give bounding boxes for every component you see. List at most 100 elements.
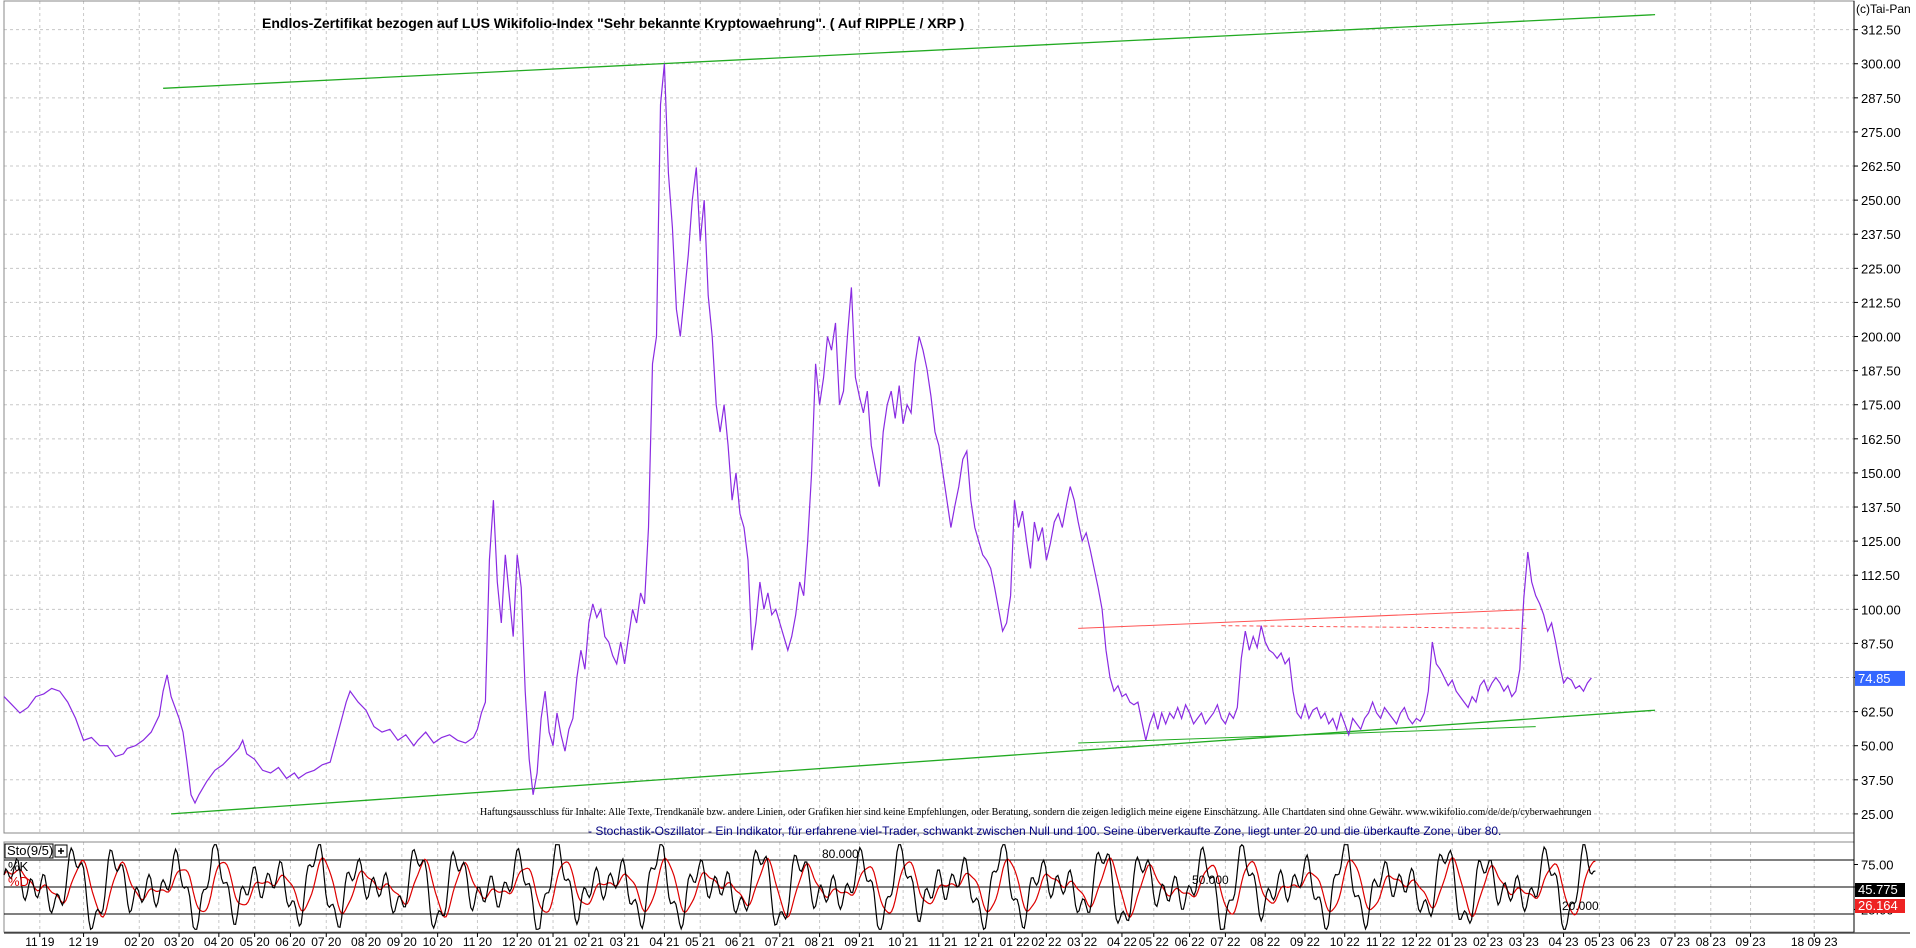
k-legend: %K <box>8 859 29 874</box>
trend-line <box>1078 608 1536 629</box>
oscillator-levels <box>4 859 1854 915</box>
x-tick-label: 11 22 <box>1366 935 1395 948</box>
x-tick-label: 12 20 <box>502 935 532 948</box>
oscillator-name: Sto(9/5) <box>7 843 53 858</box>
x-tick-label: 08 20 <box>351 935 381 948</box>
x-tick-label: 03 23 <box>1509 935 1539 948</box>
last-d-box <box>1855 899 1905 913</box>
x-tick-label: 07 21 <box>765 935 795 948</box>
x-tick-label: 06 22 <box>1175 935 1205 948</box>
last-value-box <box>1855 670 1905 686</box>
last-value-label: 74.85 <box>1858 671 1891 686</box>
x-tick-label: 01 21 <box>538 935 568 948</box>
x-tick-label: 12 22 <box>1401 935 1431 948</box>
x-tick-label: 03 21 <box>610 935 640 948</box>
last-k-marker: 45.775 <box>1855 882 1905 897</box>
last-d-marker: 26.164 <box>1855 898 1905 913</box>
x-tick-label: 10 22 <box>1330 935 1360 948</box>
x-tick-label: 05 21 <box>685 935 715 948</box>
price-series <box>3 63 1592 805</box>
x-tick-label: 09 22 <box>1290 935 1320 948</box>
x-tick-label: 10 21 <box>888 935 918 948</box>
trend-line <box>171 709 1656 815</box>
x-tick-label: 12 21 <box>964 935 994 948</box>
trend-line <box>1078 726 1536 744</box>
level-50-label: 50.000 <box>1192 873 1229 887</box>
copyright-text: (c)Tai-Pan <box>1856 2 1911 16</box>
x-tick-label: 02 21 <box>574 935 604 948</box>
main-y-tick-label: 225.00 <box>1861 261 1901 276</box>
x-tick-label: 09 21 <box>844 935 874 948</box>
x-tick-label: 07 20 <box>311 935 341 948</box>
oscillator-description: - Stochastik-Oszillator - Ein Indikator,… <box>588 824 1501 838</box>
main-y-tick-label: 100.00 <box>1861 602 1901 617</box>
main-y-tick-label: 300.00 <box>1861 57 1901 72</box>
oscillator-lines <box>3 843 1596 931</box>
level-20-label: 20.000 <box>1562 899 1599 913</box>
main-y-tick-label: 250.00 <box>1861 193 1901 208</box>
x-tick-label: 08 21 <box>805 935 835 948</box>
oscillator-legend: Sto(9/5) %K %D <box>4 843 68 889</box>
last-d-label: 26.164 <box>1858 898 1898 913</box>
d-legend: %D <box>8 874 29 889</box>
main-y-tick-label: 25.00 <box>1861 807 1894 822</box>
x-tick-label: 04 22 <box>1107 935 1137 948</box>
x-tick-label: 05 23 <box>1584 935 1614 948</box>
stoch-k-line <box>3 843 1596 931</box>
x-tick-label: 03 20 <box>164 935 194 948</box>
x-tick-label: 02 20 <box>124 935 154 948</box>
x-tick-label: 05 22 <box>1139 935 1169 948</box>
x-tick-label: 03 22 <box>1067 935 1097 948</box>
chart-title: Endlos-Zertifikat bezogen auf LUS Wikifo… <box>262 15 964 31</box>
main-y-tick-label: 212.50 <box>1861 295 1901 310</box>
level-80-label: 80.000 <box>822 847 859 861</box>
main-y-tick-label: 287.50 <box>1861 91 1901 106</box>
main-y-tick-label: 125.00 <box>1861 534 1901 549</box>
main-y-tick-label: 200.00 <box>1861 330 1901 345</box>
main-y-tick-label: 175.00 <box>1861 398 1901 413</box>
trend-line <box>163 13 1656 89</box>
x-tick-label: 08 23 <box>1696 935 1726 948</box>
main-y-tick-label: 87.50 <box>1861 636 1894 651</box>
x-tick-label: 11 21 <box>928 935 957 948</box>
x-tick-label: 01 22 <box>1000 935 1030 948</box>
trend-line <box>1221 625 1528 629</box>
oscillator-name-box <box>4 843 54 859</box>
x-tick-label: 06 21 <box>725 935 755 948</box>
x-tick-label: 12 19 <box>69 935 99 948</box>
price-line <box>3 63 1592 805</box>
x-tick-label: 04 20 <box>204 935 234 948</box>
x-tick-label: 04 21 <box>649 935 679 948</box>
main-y-tick-label: 312.50 <box>1861 23 1901 38</box>
main-y-tick-label: 262.50 <box>1861 159 1901 174</box>
x-tick-label: 06 20 <box>275 935 305 948</box>
x-tick-label: 01 23 <box>1437 935 1467 948</box>
trend-lines <box>163 13 1656 815</box>
main-y-tick-label: 150.00 <box>1861 466 1901 481</box>
last-k-label: 45.775 <box>1858 882 1898 897</box>
x-tick-label: 18 09 23 <box>1791 935 1838 948</box>
x-tick-label: 08 22 <box>1250 935 1280 948</box>
last-k-box <box>1855 883 1905 897</box>
main-y-tick-label: 187.50 <box>1861 364 1901 379</box>
main-y-tick-label: 162.50 <box>1861 432 1901 447</box>
x-axis: 11 19 12 19 02 20 03 20 04 20 05 20 06 20 07 20… <box>4 932 1910 948</box>
x-tick-label: 02 23 <box>1473 935 1503 948</box>
main-y-tick-label: 137.50 <box>1861 500 1901 515</box>
x-tick-label: 05 20 <box>240 935 270 948</box>
x-tick-label: 02 22 <box>1031 935 1061 948</box>
main-y-tick-label: 275.00 <box>1861 125 1901 140</box>
expand-icon[interactable] <box>54 844 68 858</box>
main-y-tick-label: 50.00 <box>1861 739 1894 754</box>
main-grid <box>4 1 1854 833</box>
x-tick-label: 06 23 <box>1620 935 1650 948</box>
main-y-tick-label: 237.50 <box>1861 227 1901 242</box>
x-tick-label: 11 20 <box>463 935 492 948</box>
main-y-tick-label: 112.50 <box>1861 568 1900 583</box>
x-tick-label: 09 23 <box>1736 935 1766 948</box>
main-y-tick-label: 37.50 <box>1861 773 1894 788</box>
main-y-tick-label: 62.50 <box>1861 705 1894 720</box>
x-tick-label: 11 19 <box>25 935 54 948</box>
x-tick-label: 10 20 <box>423 935 453 948</box>
